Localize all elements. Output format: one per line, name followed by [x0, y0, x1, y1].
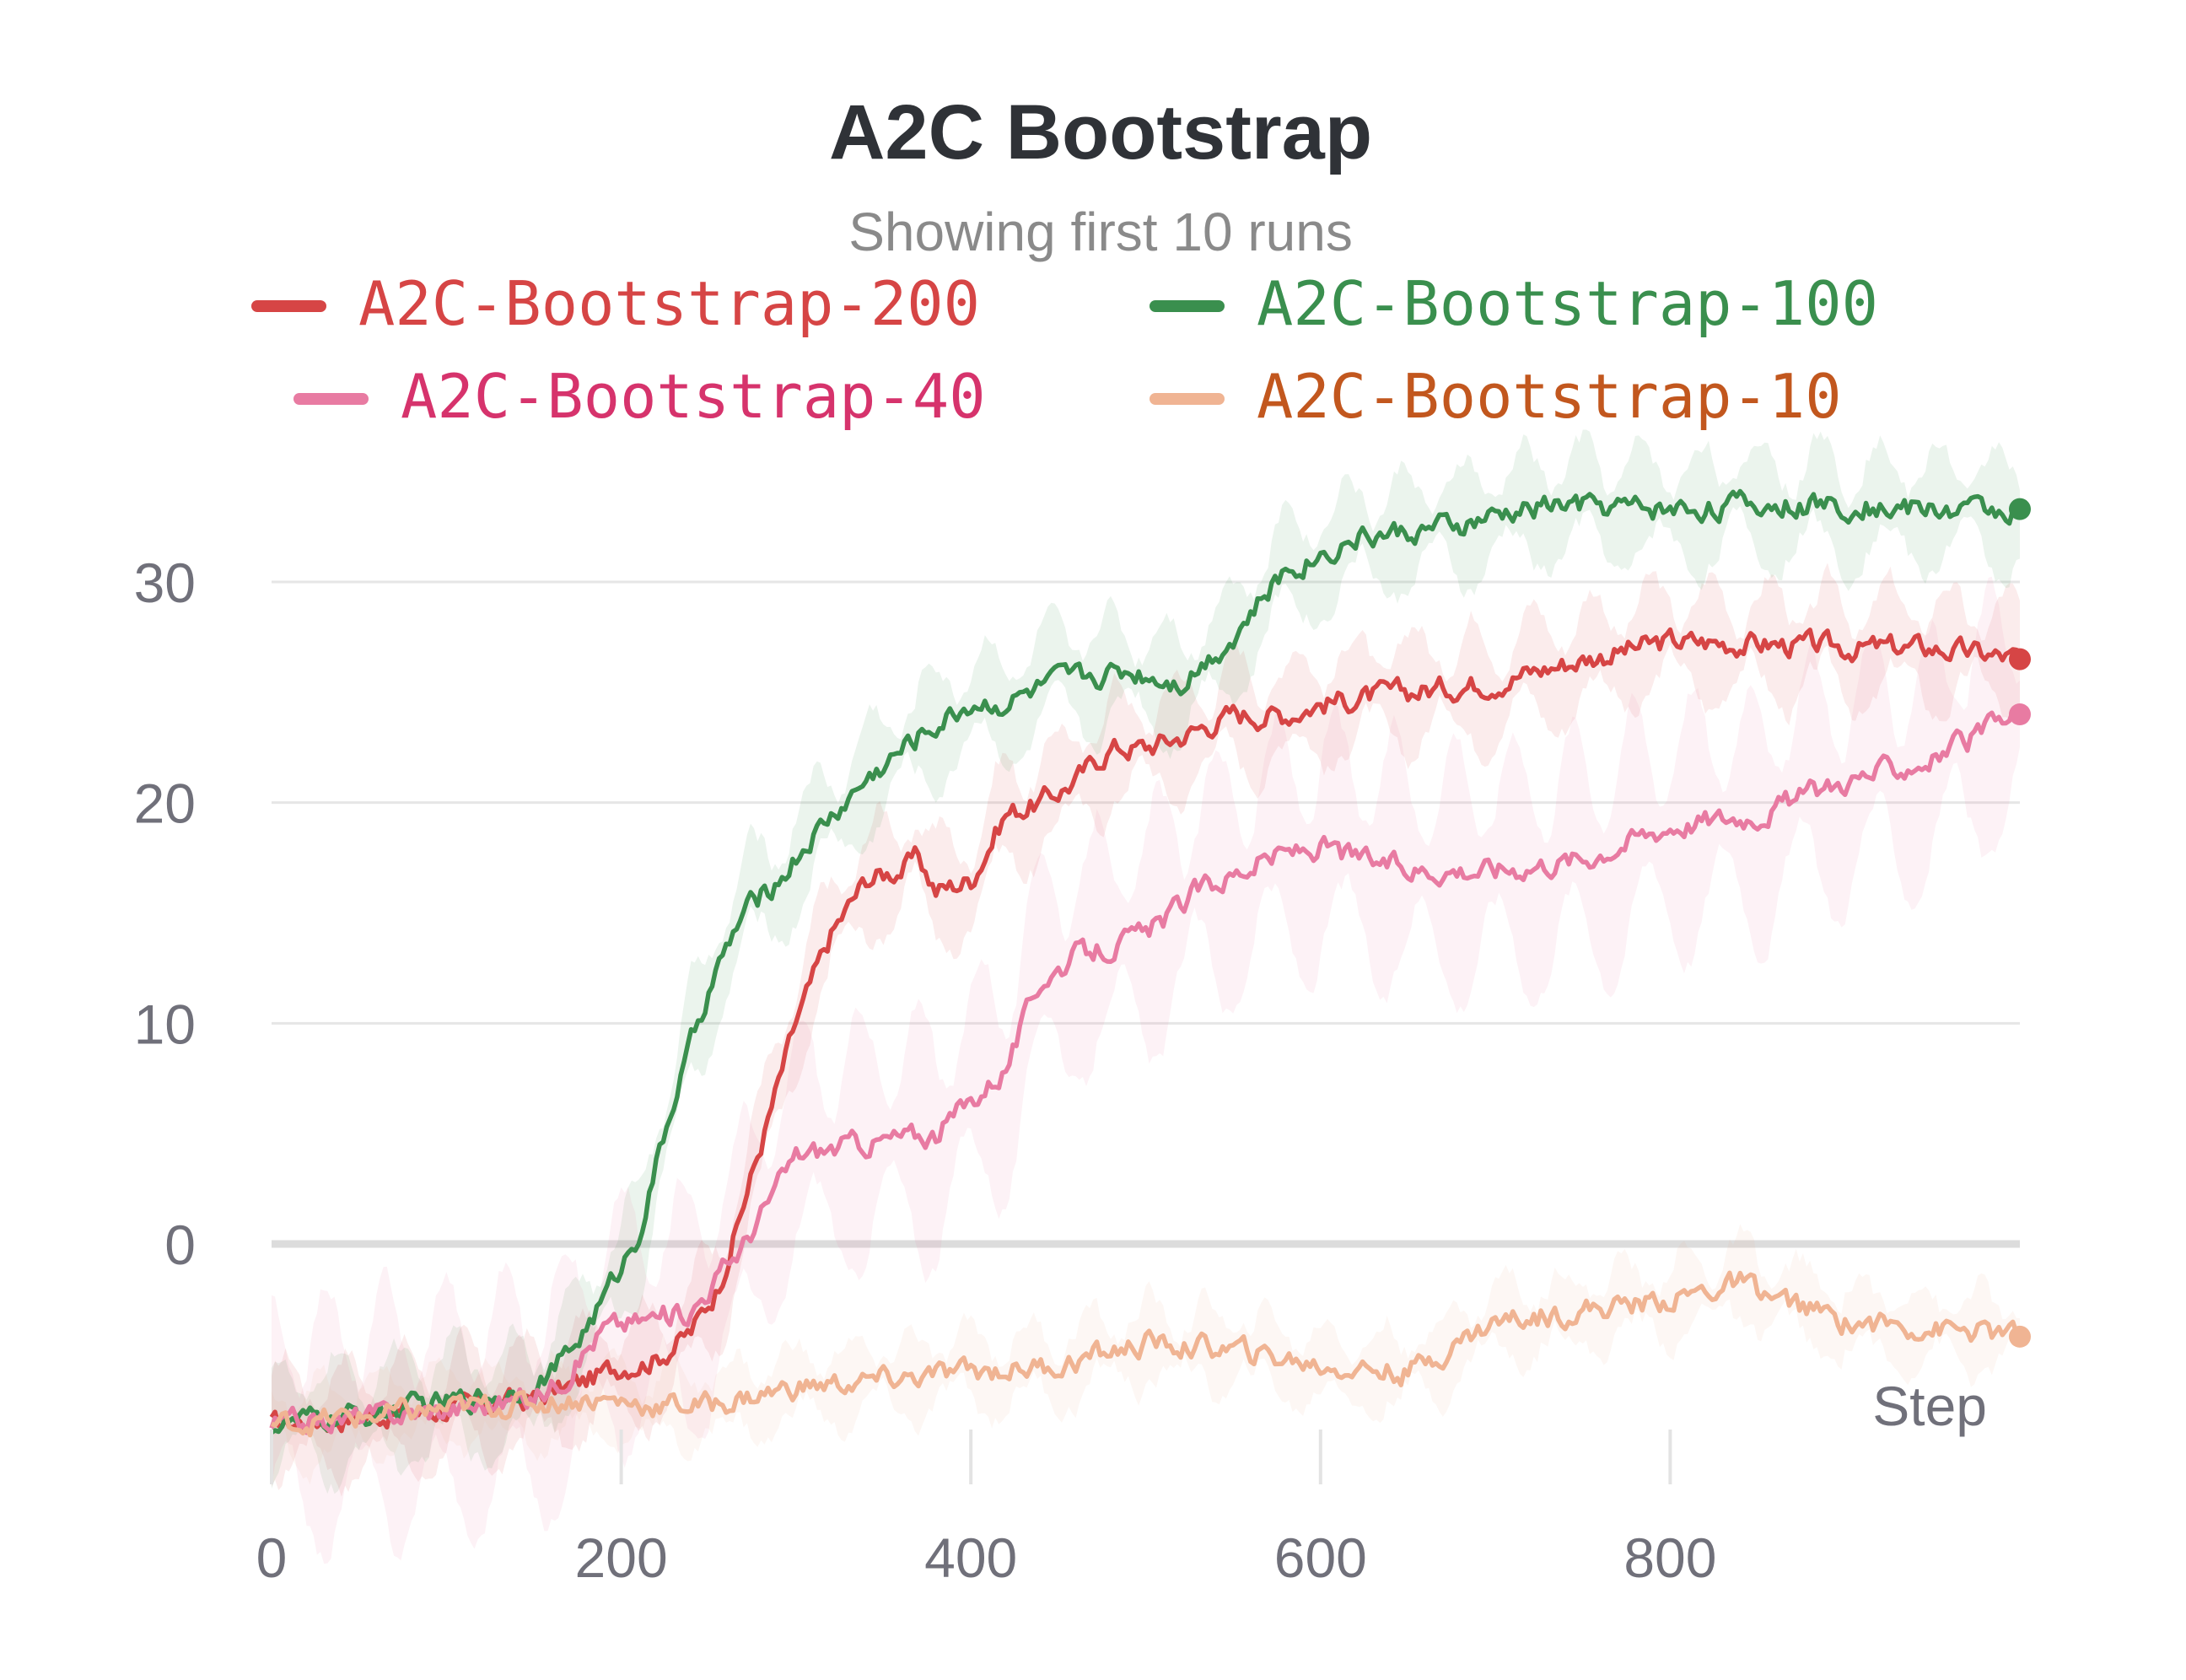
series-line [270, 488, 2022, 1435]
series-band [272, 563, 2020, 1497]
series-endpoint [2009, 498, 2031, 520]
legend-label: A2C-Bootstrap-200 [358, 268, 980, 339]
y-tick-label: 30 [134, 552, 196, 614]
legend-label: A2C-Bootstrap-10 [1257, 361, 1842, 432]
series-band [272, 429, 2020, 1494]
chart-subtitle: Showing first 10 runs [848, 202, 1353, 262]
series-endpoints [2009, 498, 2031, 1348]
legend-label: A2C-Bootstrap-100 [1257, 268, 1878, 339]
x-axis-label: Step [1872, 1375, 1987, 1437]
x-tick-label: 600 [1274, 1527, 1367, 1589]
series-band [272, 1224, 2020, 1485]
x-tick-label: 0 [256, 1527, 288, 1589]
y-tick-label: 0 [164, 1214, 196, 1276]
confidence-bands [272, 429, 2020, 1564]
x-tick-label: 400 [924, 1527, 1017, 1589]
series-band [272, 576, 2020, 1564]
y-tick-label: 20 [134, 773, 196, 835]
y-tick-label: 10 [134, 993, 196, 1055]
x-axis: 0 200 400 600 800 [256, 1430, 1716, 1589]
series-line [269, 707, 2022, 1435]
series-line [270, 1270, 2022, 1438]
x-tick-label: 200 [575, 1527, 668, 1589]
series-endpoint [2009, 648, 2031, 670]
y-axis: 0 10 20 30 [134, 552, 196, 1276]
x-tick-label: 800 [1623, 1527, 1716, 1589]
series-lines [269, 488, 2022, 1438]
grid [272, 580, 2020, 1248]
series-endpoint [2009, 703, 2031, 725]
legend: A2C-Bootstrap-200 A2C-Bootstrap-100 A2C-Bo… [251, 268, 1878, 432]
series-endpoint [2009, 1325, 2031, 1348]
chart-title: A2C Bootstrap [829, 89, 1372, 175]
legend-label: A2C-Bootstrap-40 [401, 361, 986, 432]
